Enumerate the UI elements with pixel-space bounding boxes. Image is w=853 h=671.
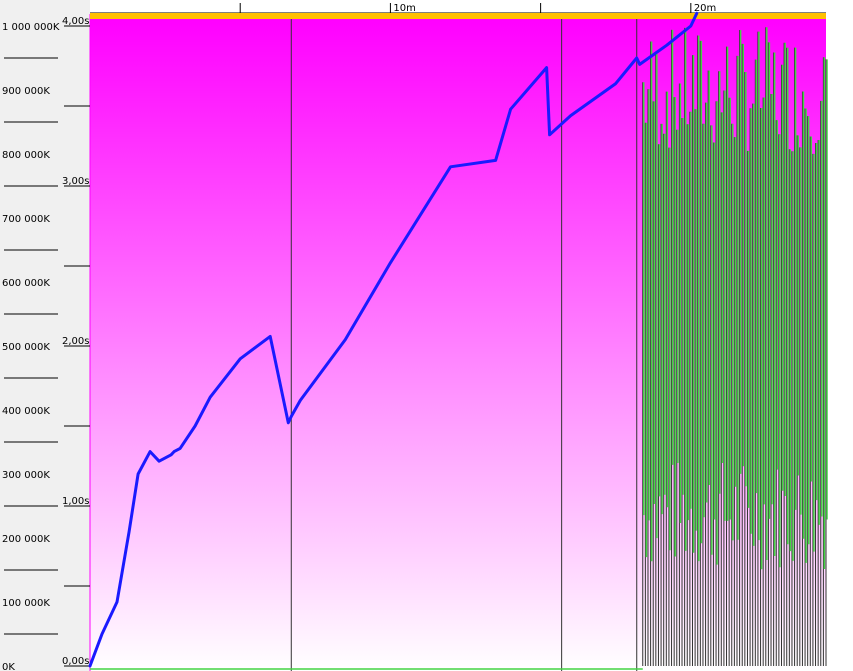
left-axis-tick-label: 200 000K (2, 534, 50, 545)
left-axis-tick-label: 800 000K (2, 150, 50, 161)
top-bar (90, 13, 826, 19)
right-axis-tick-label: 3,00s (62, 176, 89, 187)
left-axis-tick-label: 0K (2, 662, 15, 671)
left-axis-tick-label: 300 000K (2, 470, 50, 481)
left-axis-panel (0, 0, 90, 671)
left-axis-tick-label: 1 000 000K (2, 22, 60, 33)
left-axis-tick-label: 900 000K (2, 86, 50, 97)
left-axis-tick-label: 600 000K (2, 278, 50, 289)
left-axis-tick-label: 500 000K (2, 342, 50, 353)
right-axis-tick-label: 1,00s (62, 496, 89, 507)
right-axis-tick-label: 4,00s (62, 16, 89, 27)
left-axis-tick-label: 100 000K (2, 598, 50, 609)
left-axis-tick-label: 400 000K (2, 406, 50, 417)
right-axis-tick-label: 2,00s (62, 336, 89, 347)
time-tick-label: 20m (694, 3, 716, 14)
series-heap-line (88, 11, 699, 668)
left-axis-tick-label: 700 000K (2, 214, 50, 225)
time-tick-label: 10m (393, 3, 415, 14)
right-axis-tick-label: 0,00s (62, 656, 89, 667)
